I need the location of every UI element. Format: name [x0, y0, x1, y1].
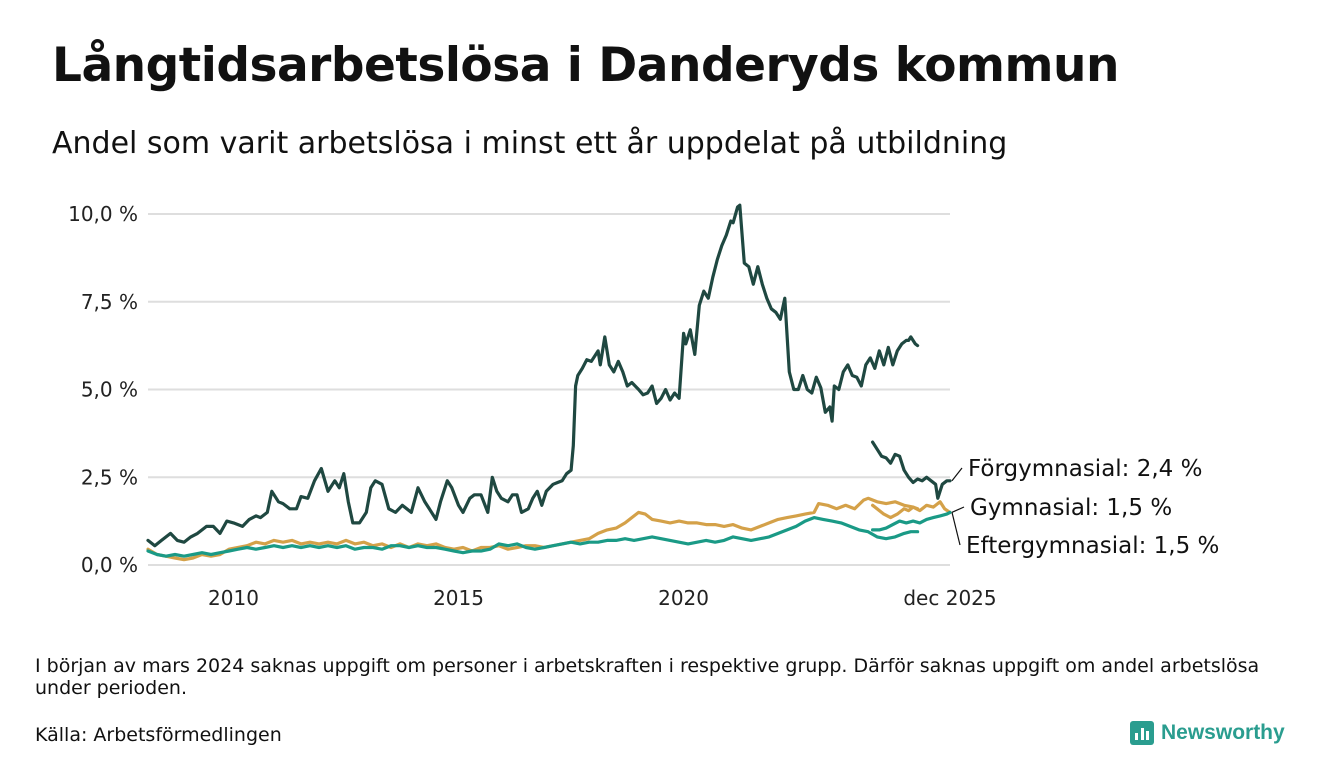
leader-line-gymnasial — [951, 506, 965, 513]
footnote: I början av mars 2024 saknas uppgift om … — [35, 655, 1260, 699]
brand-name: Newsworthy — [1161, 721, 1285, 744]
x-axis-ticks: 2010 2015 2020 dec 2025 — [208, 586, 997, 610]
x-tick-label: dec 2025 — [903, 586, 996, 610]
series-line-forgymnasial — [146, 203, 920, 548]
source-note: Källa: Arbetsförmedlingen — [35, 724, 282, 746]
y-tick-label: 7,5 % — [81, 290, 138, 314]
y-tick-label: 10,0 % — [68, 202, 138, 226]
chart-title: Långtidsarbetslösa i Danderyds kommun — [52, 38, 1119, 93]
leader-line-eftergymnasial — [951, 512, 961, 546]
x-tick-label: 2010 — [208, 586, 259, 610]
end-labels: Förgymnasial: 2,4 % Gymnasial: 1,5 % Efter… — [951, 456, 1219, 559]
end-label-eftergymnasial: Eftergymnasial: 1,5 % — [966, 533, 1219, 559]
newsworthy-logo-icon — [1130, 721, 1154, 745]
y-tick-label: 5,0 % — [81, 378, 138, 402]
end-label-gymnasial: Gymnasial: 1,5 % — [970, 495, 1172, 521]
y-tick-label: 2,5 % — [81, 465, 138, 489]
series-line-gymnasial — [146, 496, 920, 562]
series-lines — [146, 203, 952, 562]
y-axis-ticks: 0,0 % 2,5 % 5,0 % 7,5 % 10,0 % — [68, 202, 138, 577]
x-tick-label: 2015 — [433, 586, 484, 610]
newsworthy-logo[interactable]: Newsworthy — [1130, 718, 1285, 748]
chart-subtitle: Andel som varit arbetslösa i minst ett å… — [52, 126, 1008, 161]
series-line-eftergymnasial-after-gap — [871, 510, 952, 532]
x-tick-label: 2020 — [658, 586, 709, 610]
line-chart: 0,0 % 2,5 % 5,0 % 7,5 % 10,0 % 2010 2015 2020 d… — [68, 202, 1219, 610]
leader-line-forgymnasial — [951, 467, 963, 482]
y-tick-label: 0,0 % — [81, 553, 138, 577]
series-line-eftergymnasial — [146, 516, 920, 558]
gridlines — [148, 213, 950, 566]
series-line-gymnasial-after-gap — [871, 500, 952, 520]
end-label-forgymnasial: Förgymnasial: 2,4 % — [968, 456, 1202, 482]
series-line-forgymnasial-after-gap — [871, 440, 952, 500]
